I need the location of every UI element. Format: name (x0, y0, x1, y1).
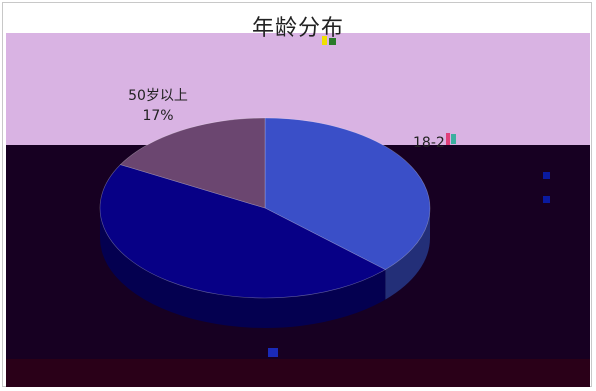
slice-label-18-2: 18-2 (413, 135, 445, 151)
artifact-green (329, 38, 336, 45)
slice-label-50plus-name: 50岁以上 (128, 88, 188, 104)
slice-label-50plus: 50岁以上 17% (118, 86, 198, 126)
artifact-teal (451, 134, 456, 144)
artifact-blue (268, 348, 278, 357)
pie-wall-1-0 (99, 208, 386, 329)
slice-label-50plus-percent: 17% (142, 108, 174, 124)
artifact-pink (446, 133, 450, 145)
legend-swatch-2 (543, 196, 550, 203)
legend-swatch-1 (543, 172, 550, 179)
pie-slice-2 (119, 117, 266, 209)
pie-wall-0-0 (385, 208, 430, 300)
pie-slice-0 (264, 117, 431, 270)
chart-title: 年龄分布 (251, 16, 344, 41)
artifact-yellow (322, 36, 327, 45)
pie-slice-1 (99, 164, 386, 299)
plot-band-bottom (6, 359, 590, 387)
